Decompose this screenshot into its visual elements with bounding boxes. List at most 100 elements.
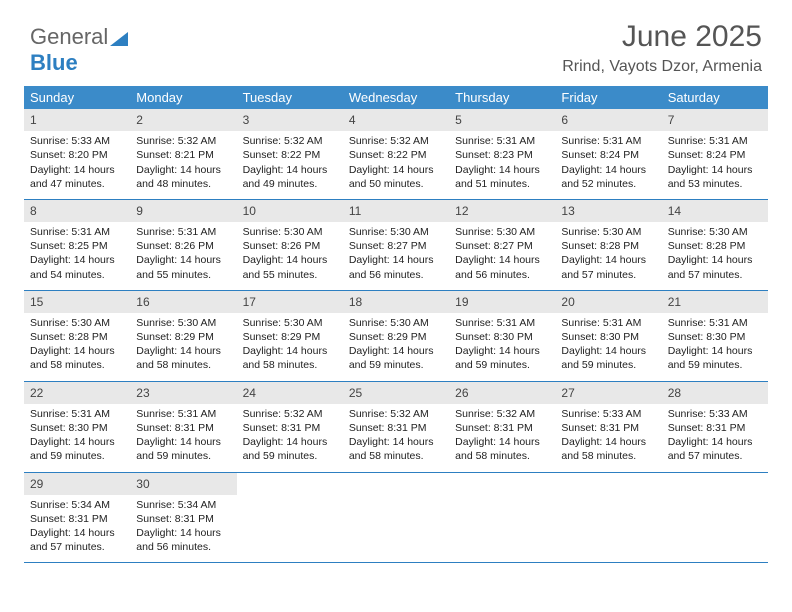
sunrise-line: Sunrise: 5:30 AM (243, 316, 337, 330)
day-body: Sunrise: 5:32 AMSunset: 8:31 PMDaylight:… (343, 404, 449, 472)
days-of-week-row: SundayMondayTuesdayWednesdayThursdayFrid… (24, 86, 768, 109)
sunrise-line: Sunrise: 5:33 AM (561, 407, 655, 421)
day-body: Sunrise: 5:32 AMSunset: 8:21 PMDaylight:… (130, 131, 236, 199)
day-number: 13 (555, 200, 661, 222)
day-number: 18 (343, 291, 449, 313)
day-body: Sunrise: 5:33 AMSunset: 8:31 PMDaylight:… (555, 404, 661, 472)
calendar-day-cell: 2Sunrise: 5:32 AMSunset: 8:21 PMDaylight… (130, 109, 236, 199)
sunset-line: Sunset: 8:27 PM (455, 239, 549, 253)
sunrise-line: Sunrise: 5:34 AM (136, 498, 230, 512)
sunrise-line: Sunrise: 5:33 AM (668, 407, 762, 421)
daylight-line: Daylight: 14 hours and 49 minutes. (243, 163, 337, 191)
calendar-day-cell: 16Sunrise: 5:30 AMSunset: 8:29 PMDayligh… (130, 291, 236, 381)
sunset-line: Sunset: 8:30 PM (30, 421, 124, 435)
sunrise-line: Sunrise: 5:30 AM (349, 316, 443, 330)
day-body: Sunrise: 5:34 AMSunset: 8:31 PMDaylight:… (24, 495, 130, 563)
sunset-line: Sunset: 8:30 PM (668, 330, 762, 344)
sunset-line: Sunset: 8:23 PM (455, 148, 549, 162)
day-body: Sunrise: 5:30 AMSunset: 8:28 PMDaylight:… (662, 222, 768, 290)
sunset-line: Sunset: 8:25 PM (30, 239, 124, 253)
daylight-line: Daylight: 14 hours and 55 minutes. (243, 253, 337, 281)
day-body: Sunrise: 5:32 AMSunset: 8:22 PMDaylight:… (237, 131, 343, 199)
sunrise-line: Sunrise: 5:31 AM (136, 225, 230, 239)
daylight-line: Daylight: 14 hours and 57 minutes. (30, 526, 124, 554)
calendar-day-cell: 18Sunrise: 5:30 AMSunset: 8:29 PMDayligh… (343, 291, 449, 381)
day-number: 1 (24, 109, 130, 131)
sunrise-line: Sunrise: 5:33 AM (30, 134, 124, 148)
daylight-line: Daylight: 14 hours and 59 minutes. (136, 435, 230, 463)
sunset-line: Sunset: 8:31 PM (136, 421, 230, 435)
day-number: 5 (449, 109, 555, 131)
calendar-day-cell (343, 473, 449, 563)
daylight-line: Daylight: 14 hours and 59 minutes. (561, 344, 655, 372)
calendar-day-cell (449, 473, 555, 563)
day-number: 23 (130, 382, 236, 404)
header: June 2025 Rrind, Vayots Dzor, Armenia (562, 20, 762, 76)
sunset-line: Sunset: 8:31 PM (561, 421, 655, 435)
day-number: 25 (343, 382, 449, 404)
daylight-line: Daylight: 14 hours and 57 minutes. (668, 253, 762, 281)
day-number: 19 (449, 291, 555, 313)
day-body: Sunrise: 5:34 AMSunset: 8:31 PMDaylight:… (130, 495, 236, 563)
daylight-line: Daylight: 14 hours and 56 minutes. (136, 526, 230, 554)
calendar-day-cell: 9Sunrise: 5:31 AMSunset: 8:26 PMDaylight… (130, 200, 236, 290)
day-number: 29 (24, 473, 130, 495)
daylight-line: Daylight: 14 hours and 57 minutes. (561, 253, 655, 281)
day-number: 7 (662, 109, 768, 131)
calendar-day-cell: 25Sunrise: 5:32 AMSunset: 8:31 PMDayligh… (343, 382, 449, 472)
calendar-day-cell: 19Sunrise: 5:31 AMSunset: 8:30 PMDayligh… (449, 291, 555, 381)
logo-text-1: General (30, 24, 108, 49)
daylight-line: Daylight: 14 hours and 51 minutes. (455, 163, 549, 191)
calendar-day-cell: 3Sunrise: 5:32 AMSunset: 8:22 PMDaylight… (237, 109, 343, 199)
sunrise-line: Sunrise: 5:32 AM (349, 407, 443, 421)
day-body: Sunrise: 5:31 AMSunset: 8:30 PMDaylight:… (555, 313, 661, 381)
day-body: Sunrise: 5:31 AMSunset: 8:24 PMDaylight:… (662, 131, 768, 199)
sunset-line: Sunset: 8:31 PM (243, 421, 337, 435)
calendar-day-cell: 15Sunrise: 5:30 AMSunset: 8:28 PMDayligh… (24, 291, 130, 381)
day-number: 17 (237, 291, 343, 313)
daylight-line: Daylight: 14 hours and 59 minutes. (30, 435, 124, 463)
day-body: Sunrise: 5:30 AMSunset: 8:26 PMDaylight:… (237, 222, 343, 290)
calendar-day-cell: 22Sunrise: 5:31 AMSunset: 8:30 PMDayligh… (24, 382, 130, 472)
day-of-week-header: Monday (130, 86, 236, 109)
sunset-line: Sunset: 8:31 PM (349, 421, 443, 435)
day-body: Sunrise: 5:30 AMSunset: 8:29 PMDaylight:… (343, 313, 449, 381)
calendar-day-cell: 21Sunrise: 5:31 AMSunset: 8:30 PMDayligh… (662, 291, 768, 381)
day-body: Sunrise: 5:31 AMSunset: 8:31 PMDaylight:… (130, 404, 236, 472)
sunset-line: Sunset: 8:29 PM (136, 330, 230, 344)
calendar-day-cell: 5Sunrise: 5:31 AMSunset: 8:23 PMDaylight… (449, 109, 555, 199)
day-body: Sunrise: 5:33 AMSunset: 8:20 PMDaylight:… (24, 131, 130, 199)
sunset-line: Sunset: 8:22 PM (243, 148, 337, 162)
day-number: 28 (662, 382, 768, 404)
daylight-line: Daylight: 14 hours and 59 minutes. (668, 344, 762, 372)
day-number: 14 (662, 200, 768, 222)
calendar-week-row: 1Sunrise: 5:33 AMSunset: 8:20 PMDaylight… (24, 109, 768, 200)
calendar-day-cell: 20Sunrise: 5:31 AMSunset: 8:30 PMDayligh… (555, 291, 661, 381)
day-number: 9 (130, 200, 236, 222)
sunset-line: Sunset: 8:22 PM (349, 148, 443, 162)
calendar-day-cell: 13Sunrise: 5:30 AMSunset: 8:28 PMDayligh… (555, 200, 661, 290)
day-number: 4 (343, 109, 449, 131)
day-body: Sunrise: 5:30 AMSunset: 8:29 PMDaylight:… (130, 313, 236, 381)
calendar-day-cell (237, 473, 343, 563)
daylight-line: Daylight: 14 hours and 58 minutes. (349, 435, 443, 463)
day-body: Sunrise: 5:31 AMSunset: 8:24 PMDaylight:… (555, 131, 661, 199)
location-subtitle: Rrind, Vayots Dzor, Armenia (562, 58, 762, 76)
sunset-line: Sunset: 8:30 PM (561, 330, 655, 344)
daylight-line: Daylight: 14 hours and 58 minutes. (561, 435, 655, 463)
calendar-week-row: 8Sunrise: 5:31 AMSunset: 8:25 PMDaylight… (24, 200, 768, 291)
sunset-line: Sunset: 8:31 PM (136, 512, 230, 526)
day-number: 20 (555, 291, 661, 313)
day-body: Sunrise: 5:30 AMSunset: 8:27 PMDaylight:… (343, 222, 449, 290)
day-number: 3 (237, 109, 343, 131)
sunset-line: Sunset: 8:31 PM (668, 421, 762, 435)
calendar-day-cell: 23Sunrise: 5:31 AMSunset: 8:31 PMDayligh… (130, 382, 236, 472)
day-number: 2 (130, 109, 236, 131)
sunset-line: Sunset: 8:24 PM (561, 148, 655, 162)
day-of-week-header: Thursday (449, 86, 555, 109)
sunset-line: Sunset: 8:20 PM (30, 148, 124, 162)
daylight-line: Daylight: 14 hours and 50 minutes. (349, 163, 443, 191)
sunrise-line: Sunrise: 5:31 AM (455, 316, 549, 330)
sunset-line: Sunset: 8:26 PM (136, 239, 230, 253)
sunrise-line: Sunrise: 5:31 AM (136, 407, 230, 421)
